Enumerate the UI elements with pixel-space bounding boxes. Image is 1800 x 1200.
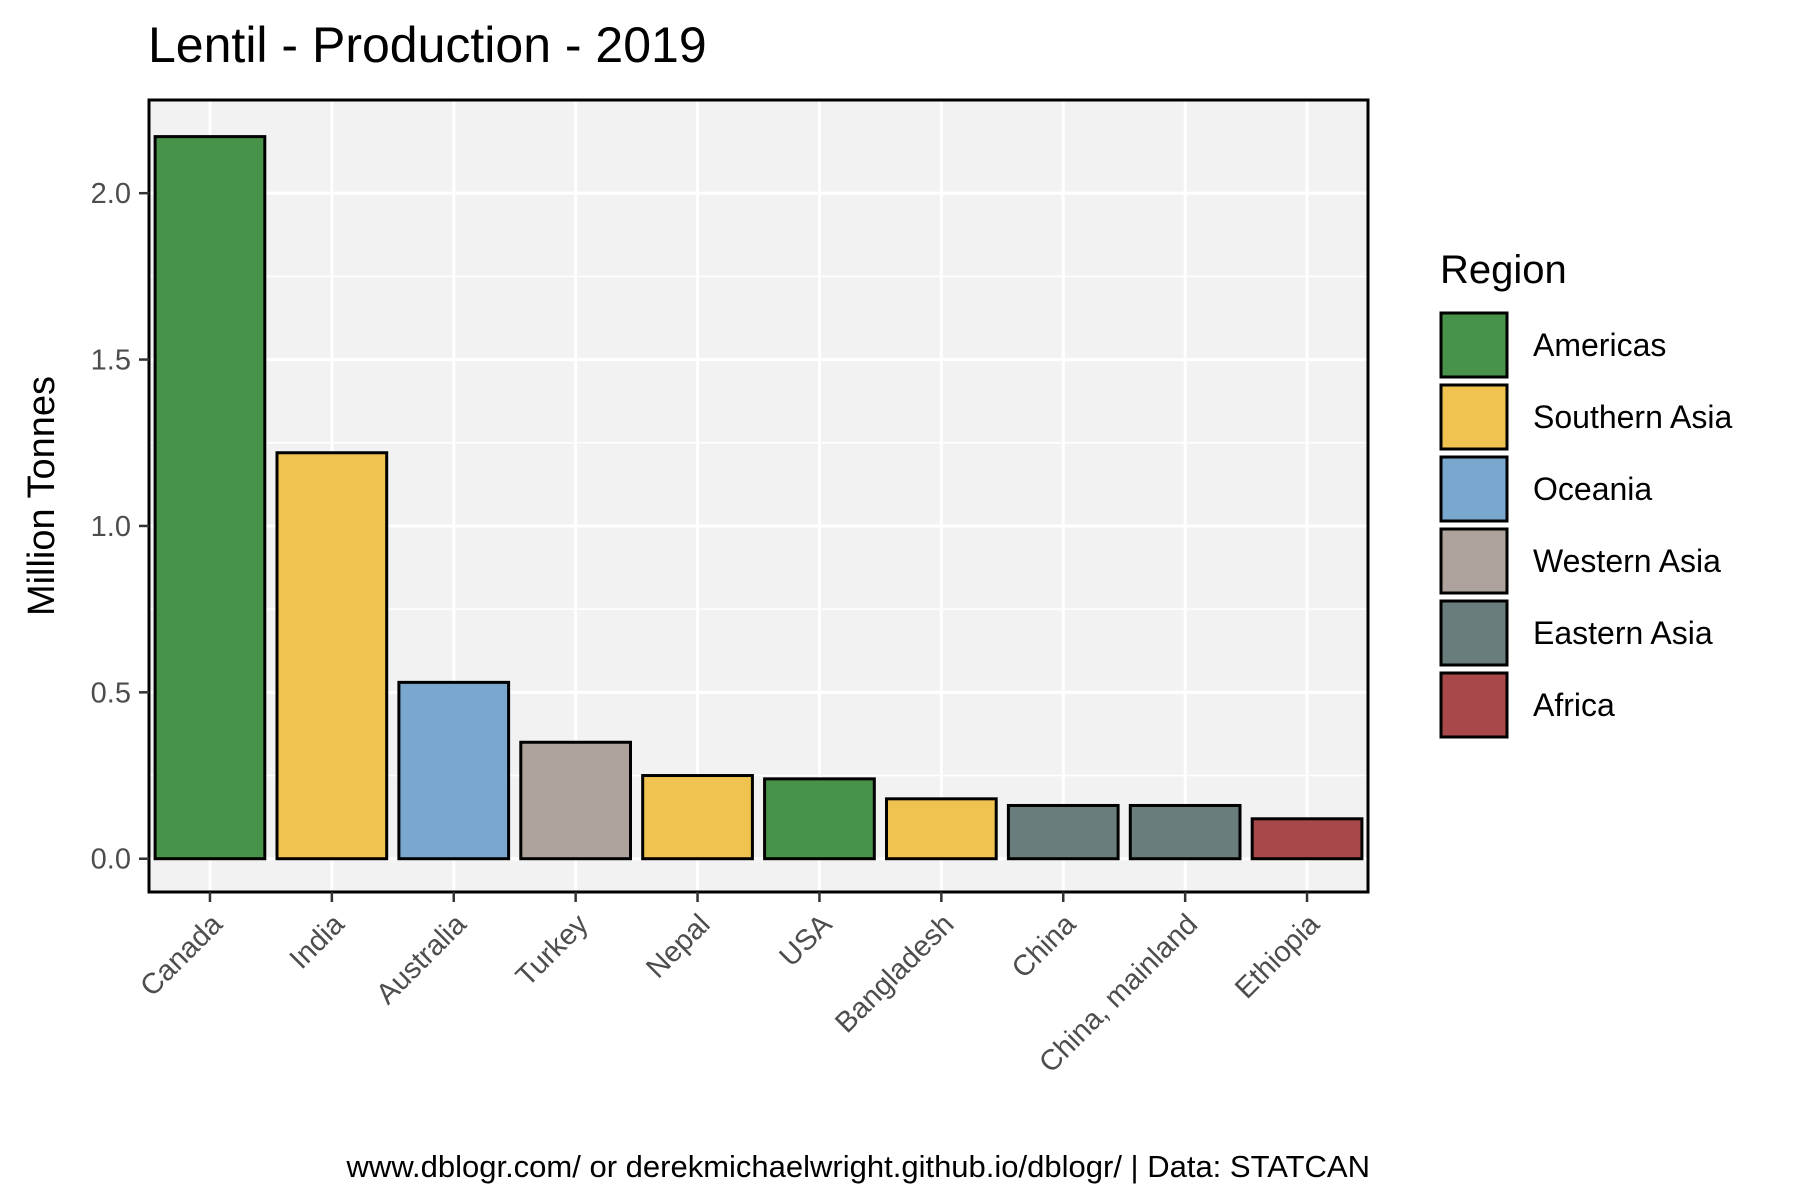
legend-key-africa xyxy=(1439,671,1509,739)
legend-label: Oceania xyxy=(1533,471,1652,507)
x-axis: Canada India Australia Turkey Nepal USABangla… xyxy=(134,892,1327,1079)
x-tick-label: China xyxy=(1006,908,1083,985)
plot-border xyxy=(147,98,1370,894)
bar-nepal xyxy=(641,774,754,861)
x-tick-label: Bangladesh xyxy=(829,908,960,1039)
y-axis-title: Million Tonnes xyxy=(21,376,63,616)
bar-china-mainland xyxy=(1128,803,1242,861)
legend-key-southern-asia xyxy=(1439,383,1509,451)
bar-ethiopia xyxy=(1250,817,1364,861)
legend-label: Americas xyxy=(1533,327,1666,363)
x-tick-label: Australia xyxy=(370,908,473,1011)
y-axis: 0.0 0.5 1.0 1.5 2.0 xyxy=(91,178,149,876)
chart-caption: www.dblogr.com/ or derekmichaelwright.gi… xyxy=(346,1149,1370,1184)
legend-key-oceania xyxy=(1439,455,1509,523)
bars xyxy=(153,135,1364,861)
bar-canada xyxy=(153,135,267,861)
y-tick-label: 0.0 xyxy=(91,844,131,876)
y-tick-label: 2.0 xyxy=(91,178,131,210)
bar-bangladesh xyxy=(884,797,998,861)
bar-india xyxy=(275,451,389,861)
bar-usa xyxy=(763,777,876,861)
y-tick-label: 1.0 xyxy=(91,511,131,543)
legend-key-eastern-asia xyxy=(1439,599,1509,667)
x-tick-label: Nepal xyxy=(640,908,716,984)
legend-label: Southern Asia xyxy=(1533,399,1732,435)
x-tick-label: Turkey xyxy=(510,908,595,993)
y-tick-label: 0.5 xyxy=(91,677,131,709)
legend-key-americas xyxy=(1439,311,1509,379)
legend: Region Americas Southern Asia Oceania Weste… xyxy=(1439,248,1732,739)
chart-title: Lentil - Production - 2019 xyxy=(148,17,707,73)
y-tick-label: 1.5 xyxy=(91,345,131,377)
legend-title: Region xyxy=(1440,248,1567,292)
bar-australia xyxy=(397,680,511,861)
x-tick-label: India xyxy=(284,908,352,976)
x-tick-label: Canada xyxy=(134,908,229,1003)
x-tick-label: Ethiopia xyxy=(1229,908,1326,1005)
legend-key-western-asia xyxy=(1439,527,1509,595)
legend-label: Africa xyxy=(1533,687,1615,723)
legend-label: Eastern Asia xyxy=(1533,615,1713,651)
bar-china xyxy=(1006,803,1120,861)
legend-label: Western Asia xyxy=(1533,543,1721,579)
x-tick-label: USA xyxy=(774,908,839,973)
bar-turkey xyxy=(519,740,633,861)
